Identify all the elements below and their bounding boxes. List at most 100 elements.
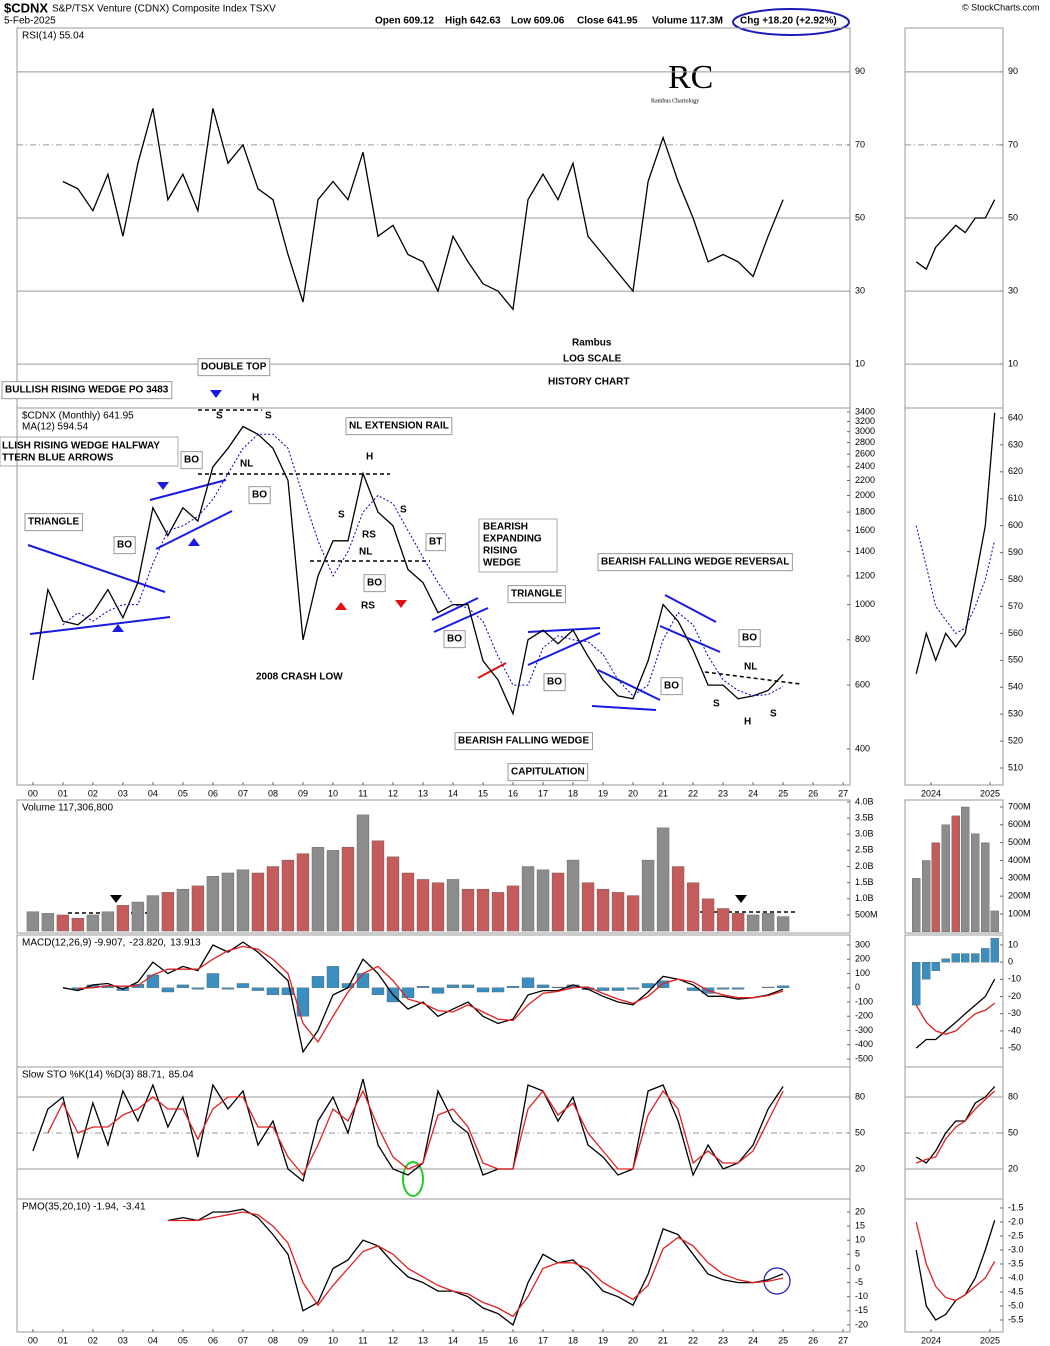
legend-entry: MA(12) 594.54 — [22, 422, 89, 433]
y-tick-label: 600M — [1008, 819, 1031, 829]
bar — [431, 987, 445, 994]
bar — [506, 986, 520, 988]
bar — [922, 860, 931, 932]
bar — [176, 888, 190, 932]
annotation: S — [216, 411, 223, 422]
quote-volume: Volume 117.3M — [652, 16, 723, 27]
legend-entry: RSI(14) 55.04 — [22, 31, 85, 42]
bar — [596, 987, 610, 991]
annotation: S — [770, 709, 777, 720]
annotation-box — [543, 673, 566, 692]
bar — [146, 895, 160, 932]
bar — [521, 977, 535, 988]
y-tick-label: -10 — [855, 1291, 868, 1301]
y-tick-label: -5.0 — [1008, 1300, 1024, 1310]
pattern-lines — [27, 479, 721, 711]
y-tick-label: 10 — [855, 1235, 865, 1245]
series-line — [167, 1211, 784, 1318]
legend-entry: 13.913 — [170, 938, 201, 949]
x-tick-label: 15 — [478, 1335, 488, 1345]
y-tick-label: 10 — [1008, 359, 1018, 369]
y-tick-label: 3000 — [855, 426, 875, 436]
bar — [731, 913, 745, 932]
bar — [326, 966, 340, 988]
logo-caption: Rambus Chartology — [651, 98, 699, 104]
x-tick-label: 14 — [448, 1335, 458, 1345]
x-tick-label: 13 — [418, 788, 428, 798]
x-tick-label: 19 — [598, 788, 608, 798]
x-tick-label: 16 — [508, 1335, 518, 1345]
bar — [521, 866, 535, 932]
annotation: RISING — [483, 546, 518, 557]
annotation-box — [738, 629, 761, 648]
y-tick-label: -4.0 — [1008, 1272, 1024, 1282]
y-tick-label: 30 — [1008, 285, 1018, 295]
x-tick-label: 22 — [688, 788, 698, 798]
series-line — [915, 1221, 996, 1302]
logo: RC — [668, 59, 713, 96]
series-line — [62, 941, 784, 1054]
bar — [86, 914, 100, 932]
annotation-box — [1, 381, 173, 400]
annotation-box — [660, 677, 683, 696]
bar — [341, 846, 355, 932]
neckline — [68, 409, 801, 914]
y-tick-label: 200M — [1008, 891, 1031, 901]
y-tick-label: -20 — [1008, 991, 1021, 1001]
annotation: BO — [117, 540, 132, 551]
y-tick-label: 2800 — [855, 437, 875, 447]
bar — [491, 987, 505, 993]
y-tick-label: -3.5 — [1008, 1258, 1024, 1268]
annotation: BO — [447, 634, 462, 645]
annotation: EXPANDING — [483, 534, 542, 545]
annotation: BEARISH — [483, 522, 528, 533]
y-tick-label: -200 — [855, 1011, 873, 1021]
bar — [236, 983, 250, 988]
bar — [761, 986, 775, 988]
x-tick-label: 20 — [628, 1335, 638, 1345]
annotation: RS — [361, 601, 375, 612]
y-tick-label: 70 — [1008, 139, 1018, 149]
y-tick-label: 570 — [1008, 601, 1023, 611]
annotation: H — [366, 452, 373, 463]
bar — [551, 986, 565, 988]
annotation: BEARISH FALLING WEDGE REVERSAL — [601, 557, 789, 568]
x-tick-label: 05 — [178, 788, 188, 798]
x-tick-label: 21 — [658, 1335, 668, 1345]
annotation: NL — [240, 459, 253, 470]
x-tick-label: 02 — [88, 788, 98, 798]
y-tick-label: 70 — [855, 139, 865, 149]
annotation: BO — [367, 578, 382, 589]
x-tick-label: 11 — [358, 1335, 367, 1345]
x-tick-label: 10 — [328, 788, 338, 798]
y-tick-label: 500M — [1008, 837, 1031, 847]
y-tick-label: 700M — [1008, 801, 1031, 811]
x-tick-label: 08 — [268, 1335, 278, 1345]
bar — [656, 827, 670, 932]
y-tick-label: -2.0 — [1008, 1216, 1024, 1226]
bar — [626, 987, 640, 990]
annotation: BO — [184, 455, 199, 466]
series-line — [915, 1090, 996, 1164]
bar — [101, 911, 115, 932]
y-tick-label: 600 — [1008, 520, 1023, 530]
y-tick-label: 500M — [855, 909, 878, 919]
bar — [221, 987, 235, 990]
bar — [371, 987, 385, 996]
y-tick-label: 610 — [1008, 493, 1023, 503]
red-line — [477, 662, 507, 679]
y-tick-label: 1600 — [855, 525, 875, 535]
quote-high: High 642.63 — [445, 16, 501, 27]
x-tick-label: 18 — [568, 788, 578, 798]
bar — [311, 976, 325, 988]
y-tick-label: 520 — [1008, 735, 1023, 745]
series-line — [32, 1078, 784, 1183]
annotation: WEDGE — [483, 558, 521, 569]
annotation-box — [597, 553, 793, 572]
bar — [716, 908, 730, 932]
x-tick-label: 2025 — [980, 788, 1000, 798]
bar — [536, 869, 550, 932]
y-tick-label: 630 — [1008, 439, 1023, 449]
x-tick-label: 02 — [88, 1335, 98, 1345]
